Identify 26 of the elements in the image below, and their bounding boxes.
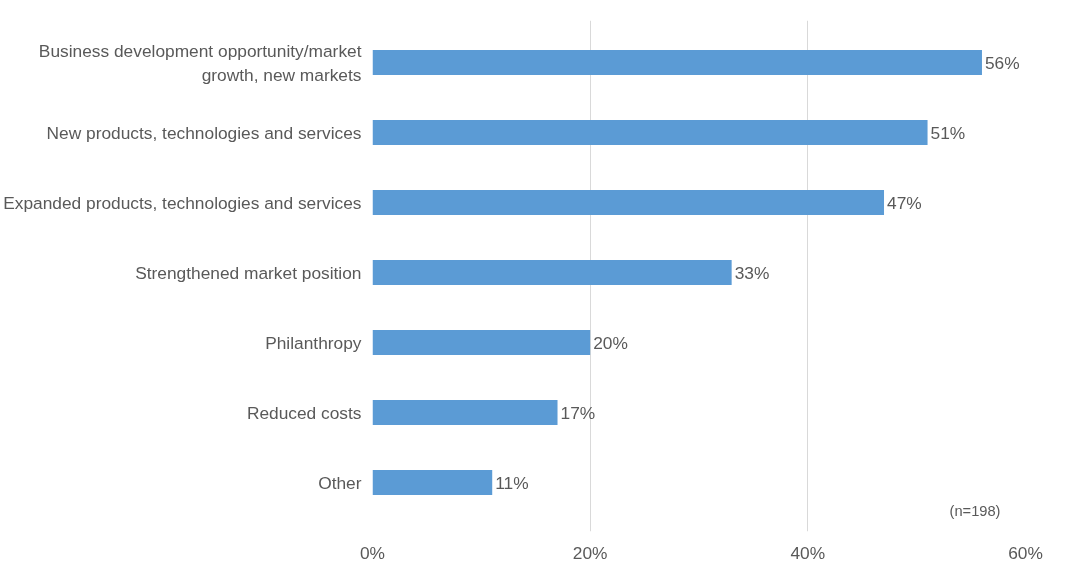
- data-label: 20%: [593, 332, 628, 353]
- y-tick-label: Expanded products, technologies and services: [3, 192, 362, 213]
- y-tick-label: Other: [318, 472, 362, 493]
- bar: [372, 49, 982, 76]
- x-tick-label: 40%: [790, 542, 826, 563]
- bar: [372, 469, 493, 496]
- x-tick-label: 60%: [1008, 542, 1043, 563]
- bar: [372, 329, 591, 356]
- x-tick-label: 20%: [572, 542, 608, 563]
- bar: [372, 259, 732, 286]
- data-label: 11%: [495, 472, 529, 493]
- data-label: 51%: [930, 122, 966, 143]
- data-label: 47%: [887, 192, 922, 213]
- bar: [372, 399, 558, 426]
- y-tick-label: Philanthropy: [265, 332, 362, 353]
- y-tick-label: Strengthened market position: [135, 262, 362, 283]
- y-tick-label: Business development opportunity/market growth, new markets: [38, 40, 362, 85]
- annotation: (n=198): [949, 502, 1001, 519]
- data-label: 56%: [984, 52, 1020, 73]
- data-label: 17%: [560, 402, 596, 423]
- y-tick-label: Reduced costs: [246, 402, 362, 423]
- x-tick-label: 0%: [359, 542, 386, 563]
- y-tick-label: New products, technologies and services: [46, 122, 362, 143]
- bar: [372, 119, 928, 146]
- bar: [372, 189, 885, 216]
- data-label: 33%: [734, 262, 770, 283]
